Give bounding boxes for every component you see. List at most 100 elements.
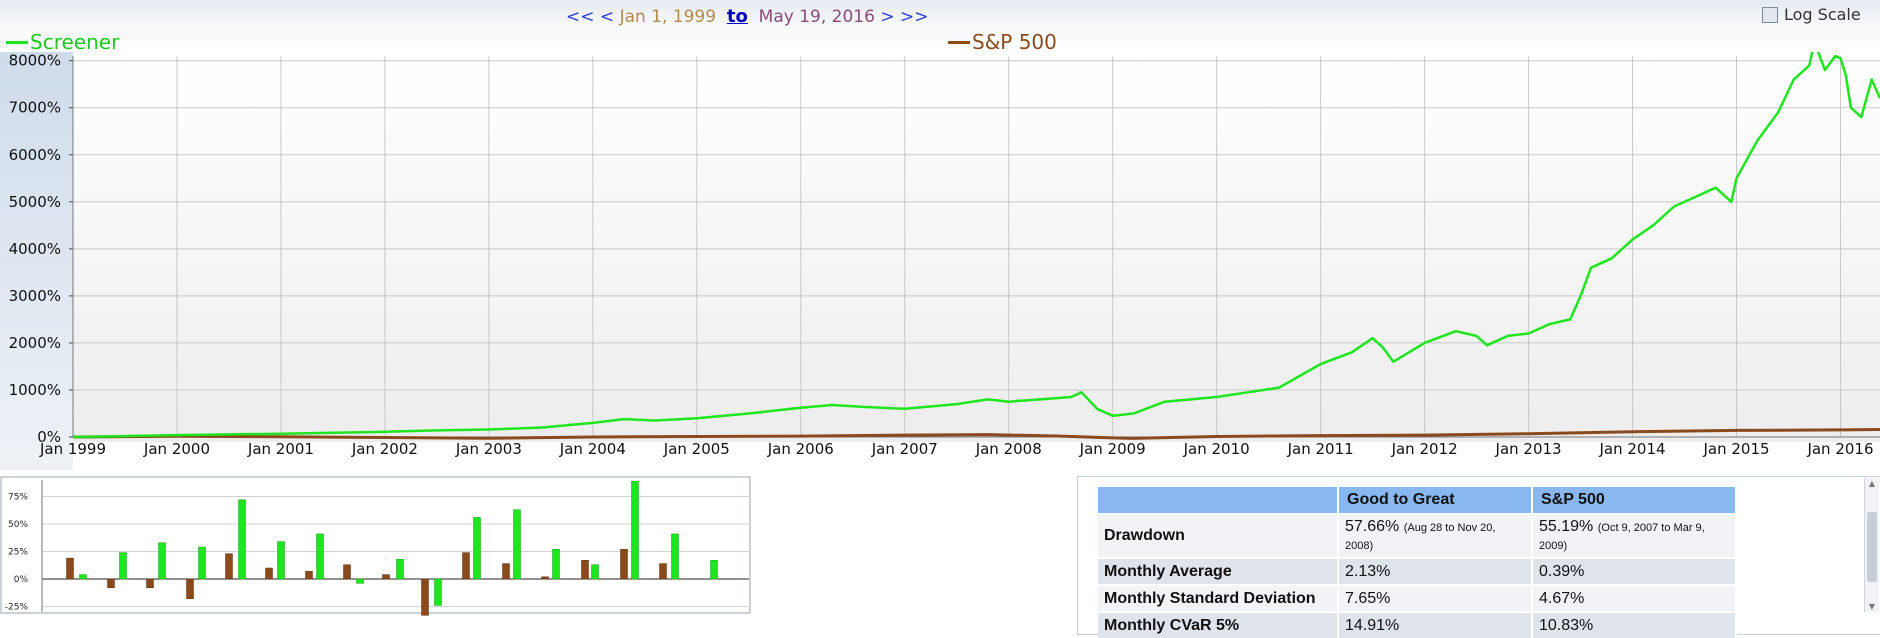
bar-s-p-500 <box>107 578 115 589</box>
bar-s-p-500 <box>305 571 313 580</box>
y-tick-label: 0% <box>37 428 61 446</box>
monthly-return-bar-chart: 75% 50% 25% 0% -25% <box>0 476 751 616</box>
cell-screener: 7.65% <box>1338 584 1533 612</box>
legend-label-screener: Screener <box>30 30 120 54</box>
x-tick-label: Jan 2000 <box>143 440 210 458</box>
cell-sp500: 10.83% <box>1532 611 1737 638</box>
back-button[interactable]: < <box>599 7 615 27</box>
x-tick-label: Jan 2012 <box>1391 440 1458 458</box>
bar-y-tick-label: 25% <box>8 548 28 558</box>
x-tick-label: Jan 2004 <box>559 440 626 458</box>
forward-button[interactable]: > <box>880 7 895 27</box>
row-label: Monthly Standard Deviation <box>1098 584 1339 612</box>
bar-y-tick-label: 0% <box>14 575 29 585</box>
bar-screener <box>79 574 87 580</box>
bar-s-p-500 <box>541 576 549 580</box>
cell-screener: 14.91% <box>1338 611 1533 638</box>
row-label: Monthly CVaR 5% <box>1098 611 1339 638</box>
bar-s-p-500 <box>659 563 667 580</box>
bar-screener <box>591 564 599 580</box>
stats-header-screener: Good to Great <box>1338 487 1533 514</box>
x-tick-label: Jan 2001 <box>247 440 314 458</box>
table-row: Drawdown 57.66% (Aug 28 to Nov 20, 2008)… <box>1098 513 1737 558</box>
cell-range: (Aug 28 to Nov 20, 2008) <box>1345 522 1496 552</box>
table-row: Monthly CVaR 5% 14.91% 10.83% <box>1098 611 1737 638</box>
y-axis-background <box>0 52 73 470</box>
bar-y-tick-label: -25% <box>5 603 29 613</box>
cell-sp500: 55.19% (Oct 9, 2007 to Mar 9, 2009) <box>1532 513 1737 558</box>
bar-screener <box>473 517 481 580</box>
y-tick-label: 2000% <box>9 334 61 352</box>
bar-s-p-500 <box>620 549 628 580</box>
x-tick-label: Jan 2005 <box>663 440 730 458</box>
date-range-nav: << < Jan 1, 1999 to May 19, 2016 > >> <box>566 6 929 27</box>
bar-s-p-500 <box>146 578 154 589</box>
log-scale-toggle[interactable]: Log Scale <box>1762 5 1861 24</box>
x-tick-label: Jan 2002 <box>351 440 418 458</box>
bar-y-tick-label: 50% <box>8 520 28 530</box>
bar-marks <box>66 480 718 616</box>
scroll-up-icon[interactable]: ▲ <box>1868 479 1876 488</box>
log-scale-checkbox[interactable] <box>1762 6 1778 23</box>
scroll-down-icon[interactable]: ▼ <box>1868 602 1876 611</box>
stats-header-row: Good to Great S&P 500 <box>1098 487 1737 514</box>
stats-header-sp500: S&P 500 <box>1532 487 1737 514</box>
row-label: Monthly Average <box>1098 557 1339 585</box>
forward-far-button[interactable]: >> <box>900 7 929 27</box>
stats-header-blank <box>1098 487 1339 514</box>
bar-screener <box>552 549 560 580</box>
end-date[interactable]: May 19, 2016 <box>758 7 875 27</box>
x-tick-label: Jan 2008 <box>975 440 1042 458</box>
stats-scrollbar[interactable]: ▲ ▼ <box>1864 478 1879 612</box>
bar-screener <box>513 509 521 580</box>
axis-labels: 0% 1000% 2000% 3000% 4000% 5000% 6000% 7000% 800… <box>9 52 1874 458</box>
cell-sp500: 0.39% <box>1532 557 1737 585</box>
y-tick-label: 7000% <box>9 99 61 117</box>
bar-s-p-500 <box>421 578 429 616</box>
series-line-screener <box>72 52 1880 439</box>
bar-screener <box>396 558 404 580</box>
bar-s-p-500 <box>225 553 233 580</box>
log-scale-label: Log Scale <box>1784 5 1861 24</box>
bar-screener <box>238 499 246 580</box>
bar-s-p-500 <box>382 574 390 580</box>
legend-screener[interactable]: Screener <box>6 30 119 54</box>
bar-s-p-500 <box>265 567 273 580</box>
cell-range: (Oct 9, 2007 to Mar 9, 2009) <box>1539 522 1705 552</box>
start-date[interactable]: Jan 1, 1999 <box>619 7 717 27</box>
to-link[interactable]: to <box>726 6 748 27</box>
bar-y-tick-label: 75% <box>8 493 28 503</box>
cell-value: 57.66% <box>1345 518 1400 535</box>
bar-s-p-500 <box>343 564 351 580</box>
bar-chart-frame <box>0 476 751 614</box>
cell-value: 55.19% <box>1539 518 1594 535</box>
scroll-thumb[interactable] <box>1867 512 1877 582</box>
x-tick-label: Jan 2015 <box>1702 440 1769 458</box>
bar-axis-labels: 75% 50% 25% 0% -25% <box>5 493 29 613</box>
row-label: Drawdown <box>1098 513 1339 558</box>
bar-screener <box>356 578 364 584</box>
legend-swatch-sp500 <box>948 40 970 44</box>
x-tick-label: Jan 2013 <box>1495 440 1562 458</box>
performance-line-chart: 0% 1000% 2000% 3000% 4000% 5000% 6000% 7000% 800… <box>0 52 1880 470</box>
bar-screener <box>198 546 206 580</box>
series-lines <box>72 52 1880 440</box>
bar-screener <box>671 533 679 580</box>
x-tick-label: Jan 1999 <box>39 440 106 458</box>
bar-screener <box>277 541 285 580</box>
legend-swatch-screener <box>6 40 28 44</box>
y-tick-label: 3000% <box>9 287 61 305</box>
x-tick-label: Jan 2011 <box>1287 440 1354 458</box>
legend-sp500[interactable]: S&P 500 <box>948 30 1057 54</box>
y-tick-label: 5000% <box>9 193 61 211</box>
bar-s-p-500 <box>186 578 194 600</box>
series-line-s-p-500 <box>72 428 1880 440</box>
x-tick-label: Jan 2006 <box>767 440 834 458</box>
grid <box>69 56 1880 438</box>
chart-toolbar <box>0 0 1880 55</box>
bar-screener <box>710 560 718 580</box>
y-tick-label: 4000% <box>9 240 61 258</box>
back-far-button[interactable]: << <box>566 7 595 27</box>
x-tick-label: Jan 2007 <box>871 440 938 458</box>
bar-s-p-500 <box>581 560 589 580</box>
